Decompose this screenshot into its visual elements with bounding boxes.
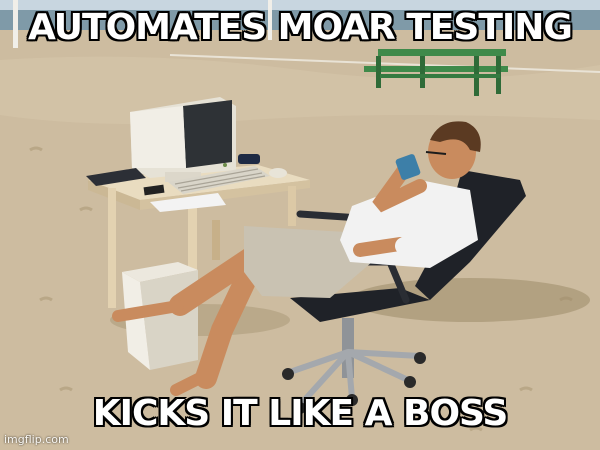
phone xyxy=(143,184,165,196)
keyboard xyxy=(168,166,270,194)
park-bench xyxy=(364,49,508,96)
man-drinking-coffee xyxy=(112,121,481,396)
top-caption: AUTOMATES MOAR TESTING xyxy=(28,7,573,48)
cup xyxy=(238,154,260,164)
mouse xyxy=(269,168,287,178)
field-line xyxy=(169,54,600,73)
post xyxy=(13,0,18,48)
post xyxy=(268,0,272,40)
chair-shadow xyxy=(350,278,590,322)
coffee-cup xyxy=(395,154,421,180)
sand-shading xyxy=(0,56,600,124)
watermark: imgflip.com xyxy=(4,433,69,446)
sand-footprints xyxy=(29,146,573,432)
notebook xyxy=(86,168,146,186)
bottom-caption: KICKS IT LIKE A BOSS xyxy=(92,393,509,434)
papers xyxy=(150,193,226,212)
crt-monitor xyxy=(130,97,236,182)
